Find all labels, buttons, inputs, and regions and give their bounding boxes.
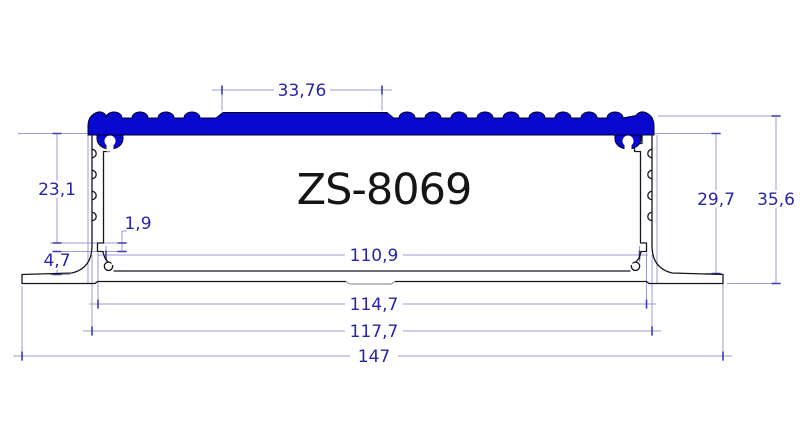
ticks-step	[117, 242, 127, 253]
profile-body	[21, 135, 724, 285]
profile-outline-right	[395, 135, 724, 285]
dim-label-overall-width: 147	[358, 347, 390, 367]
ticks-inner-height	[711, 132, 721, 275]
dim-label-side-wall-height: 23,1	[38, 180, 76, 200]
dim-step-lines	[60, 230, 127, 252]
dim-label-inner-height: 29,7	[697, 190, 735, 210]
dim-label-cover-width: 114,7	[350, 295, 399, 315]
profile-inner-wall-right	[633, 135, 648, 263]
serrations-right	[647, 148, 653, 222]
profile-bottom-recess	[345, 280, 396, 285]
dim-bg	[345, 295, 403, 313]
dim-bg	[350, 347, 398, 365]
ticks-side-height	[52, 132, 62, 244]
dim-label-overall-height: 35,6	[757, 190, 795, 210]
ticks-cover-width	[97, 299, 648, 309]
dim-bg	[274, 81, 330, 99]
profile-outline-left	[21, 135, 346, 285]
dim-bg	[35, 180, 79, 198]
dim-bg	[693, 190, 739, 208]
dim-bg	[753, 190, 799, 208]
hook-right	[630, 261, 641, 272]
ticks-overall-width	[21, 351, 724, 361]
dim-label-inner-width: 110,9	[350, 246, 399, 266]
dimension-labels: 33,76 23,1 1,9 4,7 110,9 114,7 117,7 147…	[35, 81, 799, 367]
profile-lid	[87, 111, 655, 152]
part-number-label: ZS-8069	[297, 165, 472, 215]
hook-left	[103, 261, 114, 272]
screw-channel-right-slot	[624, 145, 632, 152]
hook-right-gap	[626, 258, 633, 265]
ticks-top-flat	[221, 85, 383, 95]
serrations-left	[91, 148, 97, 222]
hook-left-gap	[111, 258, 118, 265]
dim-label-top-flat-width: 33,76	[278, 81, 327, 101]
screw-channel-left	[104, 135, 116, 147]
lid-ribbed-plate	[87, 111, 655, 136]
dim-bg	[39, 252, 75, 270]
screw-channel-left-slot	[106, 145, 114, 152]
ticks-foot	[52, 250, 62, 276]
dim-bg	[345, 322, 403, 340]
dim-bg	[345, 246, 403, 264]
ticks-overall-height	[771, 115, 781, 285]
dim-label-bottom-step: 1,9	[124, 214, 151, 234]
projection-lines	[87, 133, 658, 283]
screw-channel-right	[622, 135, 634, 147]
ticks-outer-width	[91, 326, 653, 336]
dim-label-foot-height: 4,7	[43, 251, 70, 271]
dim-label-outer-width: 117,7	[350, 322, 399, 342]
